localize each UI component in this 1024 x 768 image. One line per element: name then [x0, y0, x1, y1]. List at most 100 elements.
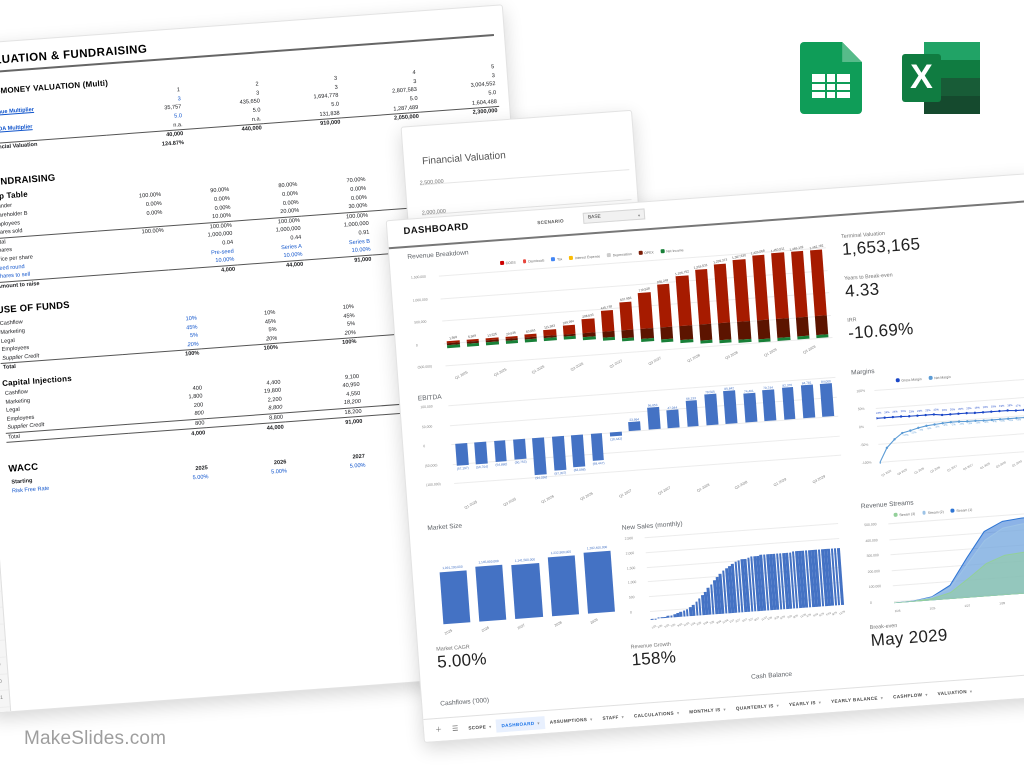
- x-tick-label: 3/26: [696, 621, 703, 627]
- chevron-down-icon[interactable]: ▾: [676, 709, 680, 715]
- legend-swatch: [895, 378, 900, 383]
- chevron-down-icon[interactable]: ▾: [880, 694, 884, 700]
- bar-segment-net-income: [719, 339, 733, 344]
- axis-tick-label: 2,500,000: [419, 178, 444, 187]
- cell-value: n.a.: [173, 121, 183, 129]
- point-value-label: -2%: [950, 422, 956, 427]
- chevron-down-icon[interactable]: ▾: [723, 706, 727, 712]
- cell-value: 3: [255, 90, 260, 97]
- row-label: Total: [0, 239, 6, 247]
- bar-segment-net-income: [661, 338, 674, 343]
- point-value-label: 24%: [884, 411, 890, 415]
- excel-x-glyph: X: [910, 58, 933, 97]
- cell-value: 4,550: [346, 390, 361, 398]
- scenario-dropdown[interactable]: BASE ▾: [582, 208, 646, 224]
- cell-value: 124.87%: [161, 139, 185, 148]
- x-tick-label: 2028: [553, 620, 563, 628]
- terminal-valuation-value: 1,653,165: [841, 234, 921, 259]
- chevron-down-icon[interactable]: ▾: [537, 719, 540, 726]
- bar: [619, 301, 634, 330]
- bar-segment-net-income: [583, 335, 596, 340]
- cell-value: 5.00%: [349, 462, 366, 470]
- chevron-down-icon[interactable]: ▾: [969, 688, 973, 694]
- cell-value: 5%: [189, 332, 199, 340]
- sheet-tab-monthly-is[interactable]: MONTHLY IS ▾: [684, 702, 732, 718]
- chevron-down-icon[interactable]: ▾: [776, 702, 780, 708]
- cell-value: 45%: [343, 312, 355, 320]
- data-point: [965, 411, 968, 415]
- cell-value: 44,000: [285, 261, 304, 269]
- chevron-down-icon[interactable]: ▾: [818, 699, 822, 705]
- cell-value: 4,000: [220, 266, 236, 274]
- bar: [600, 310, 615, 332]
- x-tick-label: Q3 2027: [647, 356, 662, 367]
- chevron-down-icon[interactable]: ▾: [621, 713, 625, 719]
- x-tick-label: 9/28: [793, 614, 799, 620]
- bar: [781, 386, 796, 420]
- legend-swatch: [551, 257, 556, 261]
- point-value-label: -4%: [1000, 419, 1005, 424]
- series-area: [894, 549, 1024, 604]
- cell-value: 9,100: [344, 373, 360, 381]
- point-value-label: 20%: [966, 406, 972, 411]
- bar-segment-net-income: [641, 338, 655, 342]
- legend-item: Gross Margin: [895, 377, 922, 383]
- bar-segment-opex: [756, 319, 771, 340]
- chevron-down-icon[interactable]: ▾: [925, 691, 928, 697]
- sheet-tab-label: MONTHLY IS: [689, 706, 721, 714]
- sheet-tab-bar[interactable]: ＋ ☰ SCOPE ▾ DASHBOARD ▾ ASSUMPTIONS ▾ STAFF ▾ CA…: [423, 671, 1024, 742]
- bar: [790, 250, 808, 318]
- dashboard-card[interactable]: DASHBOARD SCENARIO BASE ▾ Revenue Breakd…: [385, 173, 1024, 743]
- cell-value: 3: [491, 72, 496, 80]
- axis-tick-label: 2,000: [625, 550, 635, 556]
- x-tick-label: 5/28: [780, 615, 787, 621]
- x-tick-label: Q1 2025: [454, 370, 469, 381]
- legend-item: Stream (1): [950, 507, 972, 513]
- x-tick-label: Q3 2025: [492, 367, 507, 378]
- legend-item: Tax: [551, 257, 562, 262]
- scenario-label: SCENARIO: [537, 218, 565, 226]
- cell-value: 3: [334, 84, 339, 91]
- years-to-breakeven-value: 4.33: [844, 279, 881, 301]
- sheet-tab-valuation[interactable]: VALUATION ▾: [932, 684, 977, 700]
- legend-label: Depreciation: [612, 252, 632, 258]
- sheet-tab-assumptions[interactable]: ASSUMPTIONS ▾: [544, 712, 598, 729]
- cell-value: 435,650: [239, 98, 261, 107]
- bar-segment-opex: [679, 324, 693, 341]
- axis-tick-label: 1,000,000: [412, 297, 428, 303]
- sheet-tab-cashflow[interactable]: CASHFLOW ▾: [888, 687, 934, 703]
- cell-value: 0.91: [358, 229, 370, 237]
- x-tick-label: Q3 2026: [579, 491, 594, 502]
- bar: [638, 292, 654, 329]
- all-sheets-icon[interactable]: ☰: [451, 725, 459, 733]
- cell-value: 10.00%: [215, 256, 235, 265]
- cell-value: 3: [177, 96, 181, 103]
- chevron-down-icon[interactable]: ▾: [488, 723, 492, 729]
- cell-value: 5.00%: [270, 468, 288, 476]
- sheet-tab-quarterly-is[interactable]: QUARTERLY IS ▾: [730, 698, 784, 715]
- sheet-tab-scope[interactable]: SCOPE ▾: [463, 719, 497, 734]
- cell-value: 10.00%: [212, 213, 232, 221]
- cell-value: 4,400: [266, 379, 281, 387]
- sheet-tab-calculations[interactable]: CALCULATIONS ▾: [628, 705, 684, 722]
- bar-value-label: (10,442): [610, 436, 623, 442]
- legend-swatch: [606, 252, 611, 257]
- data-point: [891, 415, 895, 419]
- legend-item: Dismissals: [522, 258, 545, 264]
- sheet-tab-staff[interactable]: STAFF ▾: [597, 709, 629, 724]
- sheet-tab-dashboard[interactable]: DASHBOARD ▾: [495, 715, 546, 733]
- cell-value: 10%: [185, 315, 198, 323]
- point-value-label: -2%: [942, 423, 948, 428]
- irr-kpi: IRR -10.69%: [847, 313, 914, 344]
- add-sheet-icon[interactable]: ＋: [434, 726, 443, 735]
- chevron-down-icon[interactable]: ▾: [589, 716, 593, 722]
- x-tick-label: 3/25: [657, 624, 664, 630]
- cell-value: 45%: [186, 324, 198, 331]
- sheet-tab-yearly-is[interactable]: YEARLY IS ▾: [783, 695, 826, 711]
- sheet-tab-yearly-balance[interactable]: YEARLY BALANCE ▾: [826, 690, 889, 708]
- axis-tick-label: 100,000: [420, 404, 433, 410]
- point-value-label: 23%: [925, 408, 931, 413]
- google-sheets-icon[interactable]: [800, 42, 862, 114]
- microsoft-excel-icon[interactable]: X: [902, 42, 980, 114]
- cell-value: 440,000: [241, 125, 263, 134]
